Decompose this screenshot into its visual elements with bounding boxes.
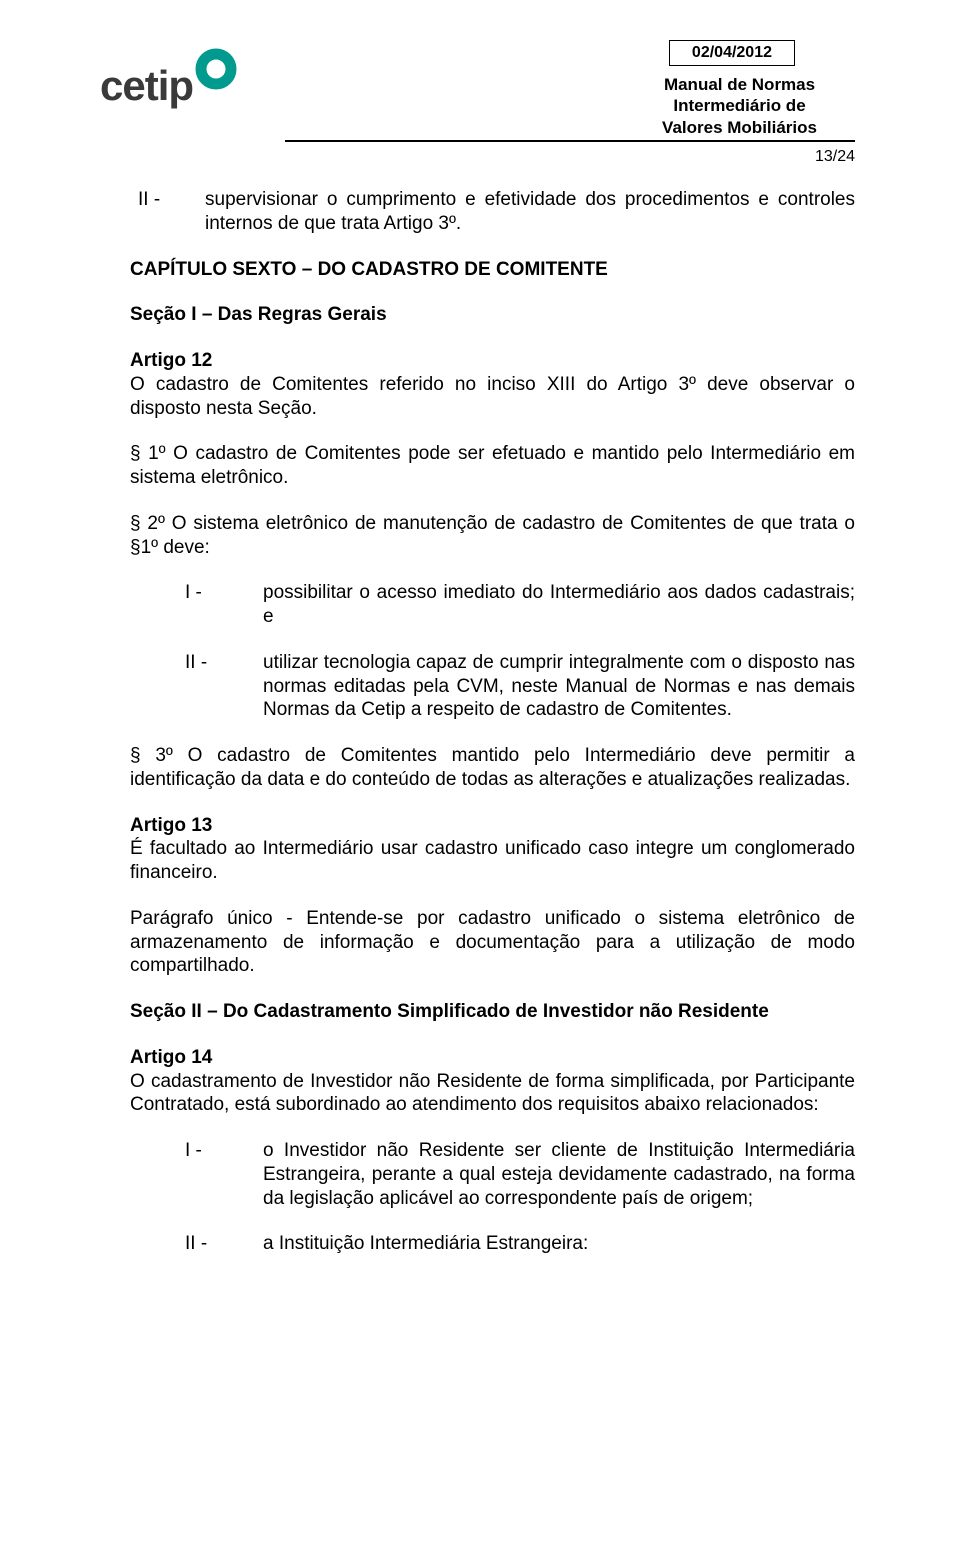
article-heading: Artigo 14 [130, 1046, 855, 1070]
page-header: cetip 02/04/2012 Manual de Normas Interm… [130, 40, 855, 180]
list-item: I - o Investidor não Residente ser clien… [130, 1139, 855, 1210]
list-item: I - possibilitar o acesso imediato do In… [130, 581, 855, 629]
page-number: 13/24 [815, 148, 855, 166]
list-item: II - a Instituição Intermediária Estrang… [130, 1232, 855, 1256]
article-block: Artigo 13 É facultado ao Intermediário u… [130, 814, 855, 885]
manual-title-line3: Valores Mobiliários [662, 117, 817, 138]
article-body: O cadastro de Comitentes referido no inc… [130, 374, 855, 419]
document-page: cetip 02/04/2012 Manual de Normas Interm… [0, 0, 960, 1555]
article-heading: Artigo 12 [130, 349, 855, 373]
list-text: supervisionar o cumprimento e efetividad… [205, 188, 855, 236]
list-marker: I - [185, 581, 263, 629]
article-block: Artigo 14 O cadastramento de Investidor … [130, 1046, 855, 1117]
list-text: a Instituição Intermediária Estrangeira: [263, 1232, 855, 1256]
chapter-title: CAPÍTULO SEXTO – DO CADASTRO DE COMITENT… [130, 258, 855, 282]
document-body: II - supervisionar o cumprimento e efeti… [130, 188, 855, 1256]
article-heading: Artigo 13 [130, 814, 855, 838]
list-marker: II - [185, 651, 263, 722]
list-text: o Investidor não Residente ser cliente d… [263, 1139, 855, 1210]
list-item: II - supervisionar o cumprimento e efeti… [130, 188, 855, 236]
paragraph: § 3º O cadastro de Comitentes mantido pe… [130, 744, 855, 792]
list-marker: II - [130, 188, 205, 236]
list-marker: II - [185, 1232, 263, 1256]
list-text: possibilitar o acesso imediato do Interm… [263, 581, 855, 629]
manual-title: Manual de Normas Intermediário de Valore… [662, 74, 817, 138]
article-body: É facultado ao Intermediário usar cadast… [130, 838, 855, 883]
brand-logo: cetip [100, 62, 237, 110]
paragraph: § 2º O sistema eletrônico de manutenção … [130, 512, 855, 560]
manual-title-line2: Intermediário de [662, 95, 817, 116]
paragraph: Parágrafo único - Entende-se por cadastr… [130, 907, 855, 978]
article-block: Artigo 12 O cadastro de Comitentes refer… [130, 349, 855, 420]
article-body: O cadastramento de Investidor não Reside… [130, 1071, 855, 1116]
logo-text: cetip [100, 62, 193, 110]
list-text: utilizar tecnologia capaz de cumprir int… [263, 651, 855, 722]
manual-title-line1: Manual de Normas [662, 74, 817, 95]
list-marker: I - [185, 1139, 263, 1210]
list-item: II - utilizar tecnologia capaz de cumpri… [130, 651, 855, 722]
section-title: Seção II – Do Cadastramento Simplificado… [130, 1000, 855, 1024]
header-divider [285, 140, 855, 142]
logo-circle-icon [195, 48, 237, 95]
section-title: Seção I – Das Regras Gerais [130, 303, 855, 327]
document-date: 02/04/2012 [669, 40, 795, 66]
paragraph: § 1º O cadastro de Comitentes pode ser e… [130, 442, 855, 490]
